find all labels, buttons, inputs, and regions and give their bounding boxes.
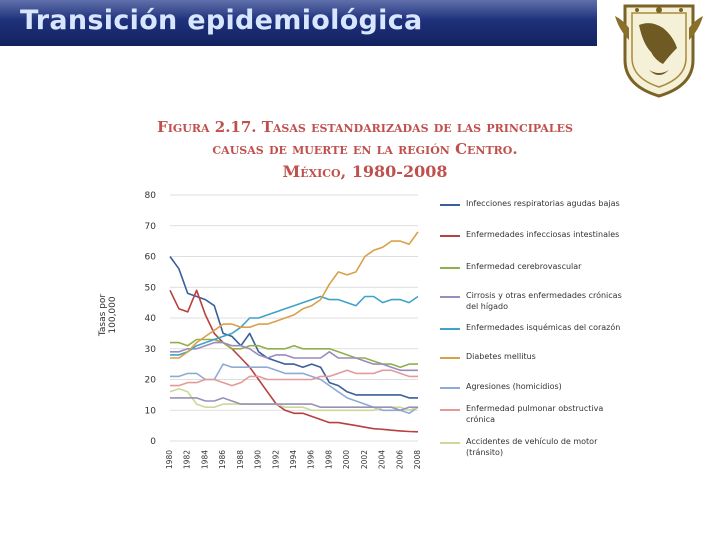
x-tick-label: 1990 [254, 450, 263, 469]
legend-label: Infecciones respiratorias agudas bajas [466, 199, 620, 208]
x-tick-label: 2002 [360, 450, 369, 469]
y-tick-label: 40 [145, 314, 157, 324]
series-line-8 [170, 369, 418, 387]
series-line-1 [169, 256, 418, 399]
series-line-10 [170, 397, 418, 412]
y-tick-label: 80 [145, 191, 157, 201]
legend-swatch [440, 442, 460, 444]
series-line-9 [169, 387, 419, 412]
legend-label: Enfermedad cerebrovascular [466, 262, 582, 271]
series-line-3 [170, 338, 418, 369]
page-title: Transición epidemiológica [20, 5, 423, 36]
y-tick-label: 30 [145, 345, 157, 355]
y-tick-label: 0 [150, 437, 156, 447]
legend-label: Cirrosis y otras enfermedades crónicas d… [466, 291, 622, 311]
legend-label: Diabetes mellitus [466, 352, 536, 361]
y-tick-labels: 0 10 20 30 40 50 60 70 80 [145, 191, 157, 447]
figure-title-line1: Figura 2.17. Tasas estandarizadas de las… [157, 118, 573, 136]
legend-label: Accidentes de vehículo de motor (tránsit… [466, 437, 598, 457]
x-tick-label: 2004 [378, 450, 387, 469]
legend-label: Agresiones (homicidios) [466, 382, 562, 391]
legend-swatch [440, 296, 460, 298]
series-lines [169, 231, 419, 433]
x-tick-label: 1980 [165, 450, 174, 469]
x-tick-label: 1994 [289, 450, 298, 469]
y-tick-label: 10 [145, 406, 157, 416]
legend-swatch [440, 267, 460, 269]
x-tick-label: 1984 [200, 450, 209, 469]
legend-swatch [440, 387, 460, 389]
figure-title-line3: México, 1980-2008 [282, 162, 448, 181]
series-line-6 [170, 231, 419, 359]
university-crest-icon [615, 4, 703, 98]
header-gloss [0, 0, 720, 20]
series-line-4 [170, 341, 418, 372]
series-line-2 [169, 289, 419, 433]
legend-swatch [440, 328, 460, 330]
x-tick-label: 2000 [342, 450, 351, 469]
x-tick-labels: 1980 1982 1984 1986 1988 1990 1992 1994 1996 1998… [165, 450, 422, 469]
x-tick-label: 1988 [236, 450, 245, 469]
x-tick-label: 2006 [395, 450, 404, 469]
x-tick-label: 1992 [271, 450, 280, 469]
legend-swatch [440, 235, 460, 237]
x-tick-label: 1986 [218, 450, 227, 469]
legend-label: Enfermedades infecciosas intestinales [466, 230, 620, 239]
figure-title-line2: causas de muerte en la región Centro. [212, 140, 518, 158]
y-tick-label: 70 [145, 222, 157, 232]
legend-label: Enfermedades isquémicas del corazón [466, 323, 621, 332]
legend-swatch [440, 409, 460, 411]
legend-swatch [440, 357, 460, 359]
y-tick-label: 50 [145, 283, 157, 293]
x-tick-label: 1982 [183, 450, 192, 469]
y-tick-label: 20 [145, 376, 157, 386]
legend-swatch [440, 204, 460, 206]
legend-label: Enfermedad pulmonar obstructiva crónica [466, 404, 604, 424]
series-line-5 [170, 295, 419, 356]
x-tick-label: 2008 [413, 450, 422, 469]
logo-container [597, 0, 720, 100]
x-tick-label: 1996 [307, 450, 316, 469]
x-tick-label: 1998 [324, 450, 333, 469]
y-tick-label: 60 [145, 253, 157, 263]
